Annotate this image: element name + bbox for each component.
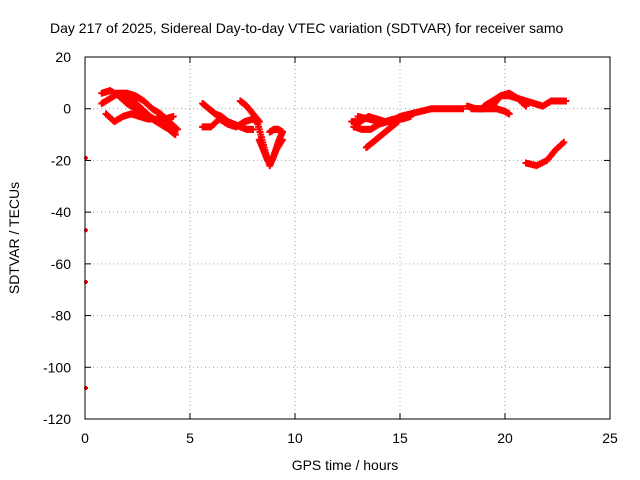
y-tick-label: -60 xyxy=(51,256,71,272)
y-tick-label: -100 xyxy=(43,359,71,375)
data-point xyxy=(278,128,286,136)
axis-ticks: 0 5 10 15 20 25 -120 -100 -80 -60 -40 -20 0 20 xyxy=(43,49,618,446)
x-tick-label: 5 xyxy=(186,430,194,446)
data-series xyxy=(354,105,467,126)
y-tick-label: -20 xyxy=(51,152,71,168)
data-point xyxy=(249,125,257,133)
data-series xyxy=(522,138,568,170)
y-tick-label: -80 xyxy=(51,308,71,324)
y-tick-label: 0 xyxy=(63,101,71,117)
plot-frame xyxy=(84,56,611,420)
data-series xyxy=(266,125,286,136)
data-points xyxy=(84,87,570,390)
x-tick-label: 20 xyxy=(497,430,513,446)
x-tick-label: 0 xyxy=(81,430,89,446)
x-tick-label: 15 xyxy=(392,430,408,446)
x-tick-label: 10 xyxy=(287,430,303,446)
data-point xyxy=(522,102,530,110)
data-point xyxy=(169,112,177,120)
chart-title: Day 217 of 2025, Sidereal Day-to-day VTE… xyxy=(50,20,563,36)
y-tick-label: -40 xyxy=(51,204,71,220)
x-tick-label: 25 xyxy=(602,430,618,446)
data-point xyxy=(278,136,286,144)
data-series xyxy=(255,136,286,164)
data-series xyxy=(236,97,263,126)
data-point xyxy=(459,105,467,113)
data-point xyxy=(560,138,568,146)
data-point xyxy=(562,97,570,105)
y-tick-label: 20 xyxy=(55,49,71,65)
data-series xyxy=(480,89,530,110)
data-series xyxy=(362,118,402,151)
y-axis-title: SDTVAR / TECUs xyxy=(6,182,22,294)
data-point xyxy=(171,125,179,133)
y-tick-label: -120 xyxy=(43,411,71,427)
data-point xyxy=(505,110,513,118)
x-axis-title: GPS time / hours xyxy=(292,457,399,473)
data-series xyxy=(113,89,179,133)
